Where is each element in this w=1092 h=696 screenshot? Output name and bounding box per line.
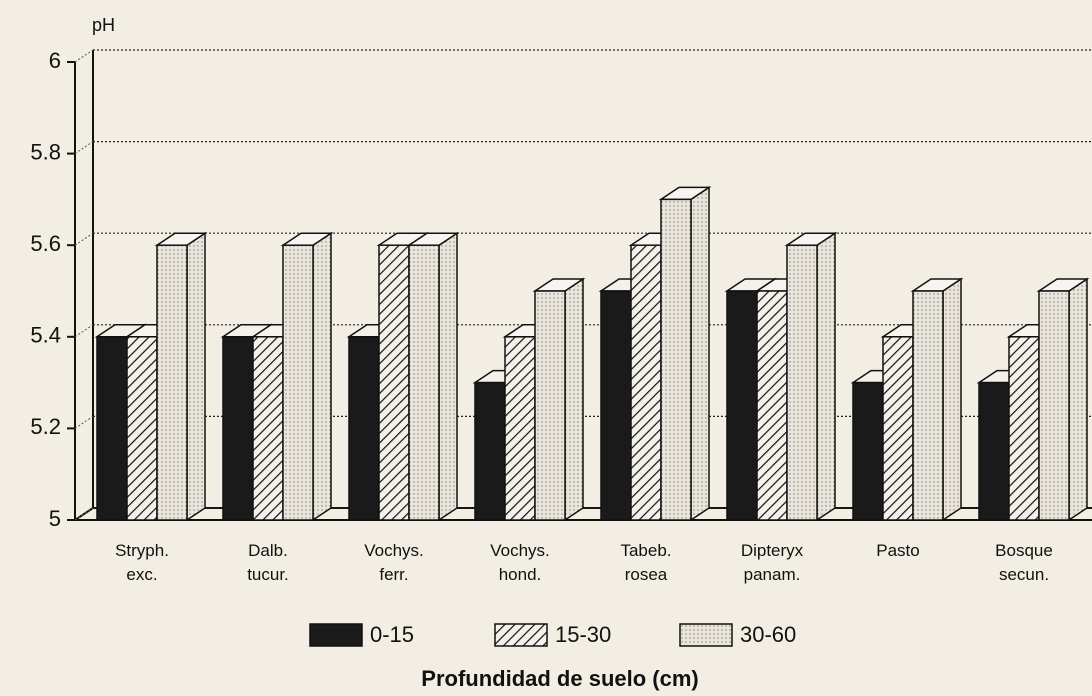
bar	[126, 336, 158, 521]
bar	[282, 244, 314, 521]
legend-label: 0-15	[370, 622, 414, 647]
bar-side	[564, 277, 584, 522]
bar	[726, 290, 758, 521]
bar	[474, 381, 506, 521]
bar	[96, 336, 128, 521]
bar	[1038, 290, 1070, 521]
bar	[1008, 336, 1040, 521]
bar	[378, 244, 410, 521]
x-axis-title: Profundidad de suelo (cm)	[421, 666, 698, 691]
bar	[534, 290, 566, 521]
bar	[660, 198, 692, 521]
y-tick-label: 6	[49, 48, 61, 73]
legend-swatch	[679, 623, 733, 647]
x-tick-label: Dalb. tucur.	[247, 541, 289, 584]
bar	[504, 336, 536, 521]
bar	[252, 336, 284, 521]
x-tick-label: Vochys. ferr.	[364, 541, 424, 584]
bar	[222, 336, 254, 521]
bar	[156, 244, 188, 521]
y-tick-label: 5.6	[30, 231, 61, 256]
x-tick-label: Tabeb. rosea	[620, 541, 671, 584]
x-tick-label: Bosque secun.	[995, 541, 1053, 584]
bar	[348, 336, 380, 521]
bar-side	[438, 231, 458, 522]
y-axis-label: pH	[92, 15, 115, 35]
bar-side	[1068, 277, 1088, 522]
y-tick-label: 5.2	[30, 414, 61, 439]
x-tick-label: Dipteryx panam.	[741, 541, 804, 584]
bar	[408, 244, 440, 521]
x-tick-label: Pasto	[876, 541, 919, 560]
legend-swatch	[494, 623, 548, 647]
bar	[756, 290, 788, 521]
bar	[786, 244, 818, 521]
y-tick-label: 5	[49, 506, 61, 531]
bar	[882, 336, 914, 521]
bar	[630, 244, 662, 521]
x-tick-label: Stryph. exc.	[115, 541, 169, 584]
bar	[912, 290, 944, 521]
legend-label: 15-30	[555, 622, 611, 647]
bar-side	[942, 277, 962, 522]
bar-side	[816, 231, 836, 522]
bar-side	[690, 185, 710, 522]
y-tick-label: 5.8	[30, 139, 61, 164]
x-tick-label: Vochys. hond.	[490, 541, 550, 584]
bar	[978, 381, 1010, 521]
legend-label: 30-60	[740, 622, 796, 647]
bar	[600, 290, 632, 521]
legend-swatch	[309, 623, 363, 647]
bar-side	[186, 231, 206, 522]
bar-side	[312, 231, 332, 522]
y-tick-label: 5.4	[30, 323, 61, 348]
bar	[852, 381, 884, 521]
